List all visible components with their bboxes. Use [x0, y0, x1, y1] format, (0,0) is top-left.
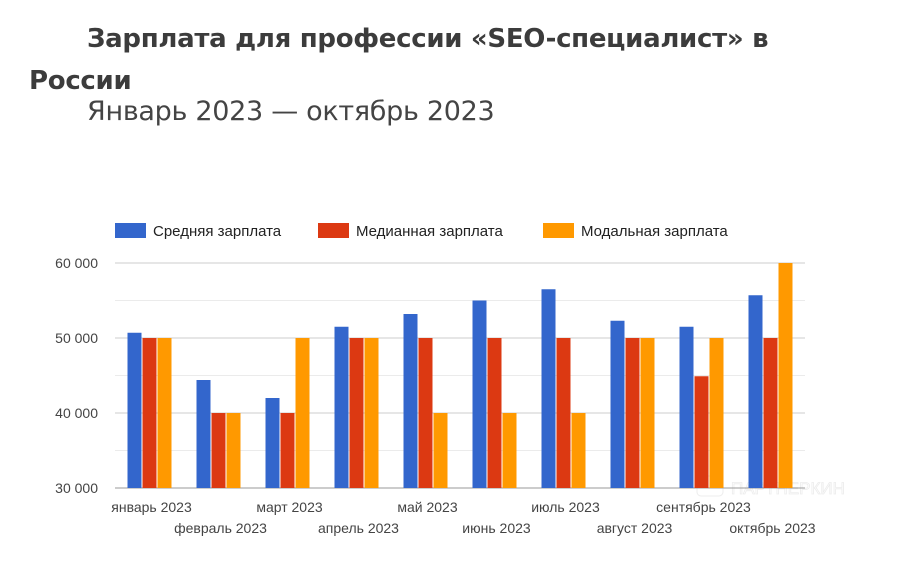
x-tick-label: сентябрь 2023: [656, 499, 751, 515]
x-tick-label: январь 2023: [111, 499, 192, 515]
y-tick-label: 30 000: [55, 480, 98, 496]
legend-label: Модальная зарплата: [581, 223, 728, 240]
bar-mean: [265, 398, 280, 488]
y-tick-label: 50 000: [55, 330, 98, 346]
bar-mode: [433, 413, 448, 488]
legend-swatch: [318, 223, 349, 238]
bar-median: [556, 338, 571, 488]
bar-mean: [403, 314, 418, 488]
x-tick-label: март 2023: [256, 499, 323, 515]
bar-mean: [127, 332, 142, 488]
bar-median: [418, 338, 433, 488]
bar-mean: [196, 380, 211, 488]
bar-mode: [364, 338, 379, 488]
bar-mode: [778, 263, 793, 488]
bar-median: [694, 376, 709, 488]
bar-mean: [748, 295, 763, 488]
bar-mode: [640, 338, 655, 488]
chart-subtitle: Январь 2023 — октябрь 2023: [87, 96, 495, 127]
bar-mean: [679, 326, 694, 488]
bar-mean: [472, 300, 487, 488]
bar-mode: [571, 413, 586, 488]
x-tick-label: июнь 2023: [462, 520, 531, 536]
bar-mode: [502, 413, 517, 488]
x-tick-label: май 2023: [397, 499, 457, 515]
legend-label: Медианная зарплата: [356, 223, 504, 240]
x-tick-label: февраль 2023: [174, 520, 267, 536]
bar-mean: [541, 289, 556, 488]
bar-median: [142, 338, 157, 488]
legend-swatch: [115, 223, 146, 238]
bar-median: [280, 413, 295, 488]
chart-title: Зарплата для профессии «SEO-специалист» …: [29, 24, 769, 96]
bar-median: [487, 338, 502, 488]
bar-mean: [334, 326, 349, 488]
y-tick-label: 40 000: [55, 405, 98, 421]
x-tick-label: август 2023: [597, 520, 673, 536]
bar-mode: [157, 338, 172, 488]
y-tick-label: 60 000: [55, 255, 98, 271]
bar-mode: [709, 338, 724, 488]
bar-median: [211, 413, 226, 488]
bar-mean: [610, 320, 625, 488]
bar-mode: [226, 413, 241, 488]
bar-median: [349, 338, 364, 488]
legend-swatch: [543, 223, 574, 238]
bar-median: [625, 338, 640, 488]
x-tick-label: октябрь 2023: [729, 520, 815, 536]
bar-median: [763, 338, 778, 488]
x-tick-label: апрель 2023: [318, 520, 399, 536]
legend-label: Средняя зарплата: [153, 223, 282, 240]
bar-mode: [295, 338, 310, 488]
x-tick-label: июль 2023: [531, 499, 600, 515]
